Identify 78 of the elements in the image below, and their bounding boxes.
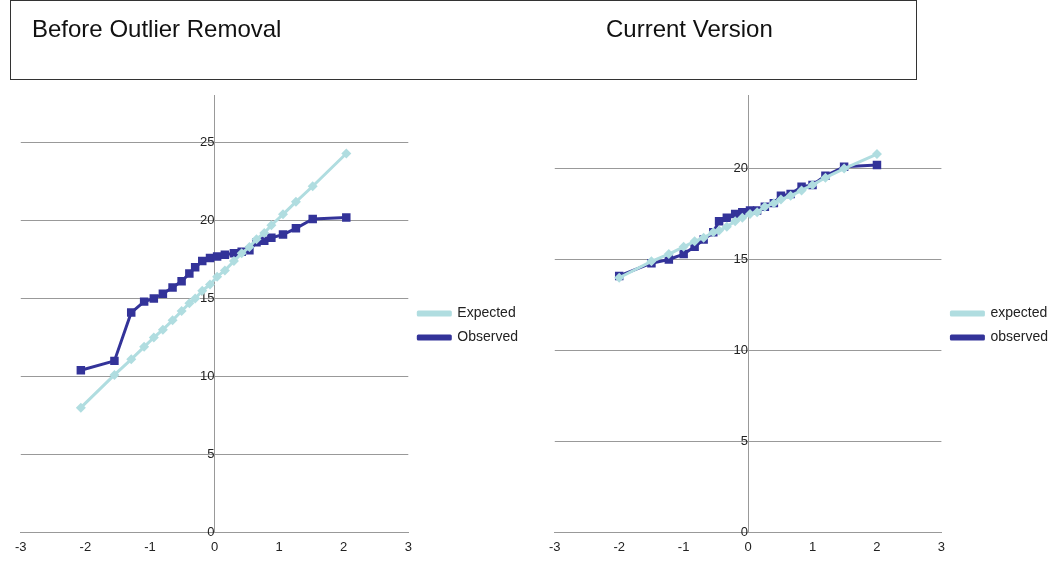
point	[775, 194, 786, 205]
point	[157, 324, 168, 335]
point	[168, 283, 177, 292]
point	[184, 298, 195, 309]
point	[745, 209, 756, 220]
point	[110, 356, 119, 366]
point	[871, 149, 882, 160]
point	[75, 402, 86, 413]
y-tick-label: 20	[733, 160, 749, 176]
y-tick-label: 5	[740, 433, 749, 449]
point	[308, 214, 317, 224]
point	[663, 249, 674, 260]
x-tick-label: 1	[275, 538, 283, 554]
point	[167, 315, 178, 326]
point	[190, 263, 200, 272]
point	[714, 217, 724, 226]
point	[714, 225, 725, 236]
y-tick-label: 10	[733, 342, 749, 358]
point	[342, 213, 351, 222]
point	[212, 252, 222, 261]
point	[251, 234, 262, 245]
point	[796, 185, 807, 196]
y-tick-label: 0	[207, 523, 215, 539]
point	[139, 341, 150, 352]
y-tick-label: 15	[733, 251, 749, 267]
point	[266, 220, 277, 231]
x-tick-label: 3	[404, 538, 412, 554]
y-tick-label: 20	[200, 212, 215, 228]
x-tick-label: -3	[549, 538, 561, 554]
y-tick-label: 10	[200, 368, 215, 384]
point	[267, 233, 276, 242]
x-tick-label: 2	[873, 538, 881, 554]
y-tick-label: 0	[740, 523, 749, 539]
x-tick-label: 2	[340, 538, 348, 554]
point	[126, 354, 137, 365]
point	[730, 216, 741, 227]
point	[737, 212, 748, 223]
point	[149, 294, 159, 303]
point	[212, 271, 223, 282]
point	[290, 196, 301, 207]
point	[721, 221, 732, 232]
x-tick-label: -1	[677, 538, 690, 554]
point	[109, 369, 120, 380]
point	[198, 256, 207, 266]
point	[722, 213, 732, 222]
x-tick-label: -1	[144, 538, 156, 554]
x-tick-label: -3	[15, 538, 27, 554]
point	[278, 230, 288, 239]
legend-label: expected	[990, 304, 1048, 321]
point	[259, 228, 270, 239]
x-tick-label: -2	[79, 538, 92, 554]
point	[177, 277, 186, 286]
chart-title: Current Version	[606, 15, 773, 43]
point	[139, 297, 149, 306]
point	[126, 308, 136, 317]
point	[291, 224, 301, 233]
legend-label: Expected	[457, 304, 516, 321]
point	[278, 209, 288, 220]
y-tick-label: 15	[200, 290, 215, 306]
point	[219, 265, 230, 276]
x-tick-label: 3	[937, 538, 946, 554]
chart-title: Before Outlier Removal	[32, 15, 282, 43]
point	[176, 305, 187, 316]
x-tick-label: 1	[808, 538, 817, 554]
y-tick-label: 25	[200, 134, 215, 150]
legend-label: Observed	[457, 328, 519, 345]
point	[190, 293, 201, 304]
point	[205, 279, 216, 290]
x-tick-label: -2	[613, 538, 625, 554]
point	[228, 256, 239, 267]
point	[689, 236, 700, 247]
point	[341, 148, 352, 159]
legend-label: observed	[990, 328, 1048, 345]
y-tick-label: 5	[207, 446, 215, 462]
point	[679, 249, 688, 259]
point	[307, 181, 318, 192]
point	[148, 332, 159, 343]
point	[678, 241, 689, 252]
